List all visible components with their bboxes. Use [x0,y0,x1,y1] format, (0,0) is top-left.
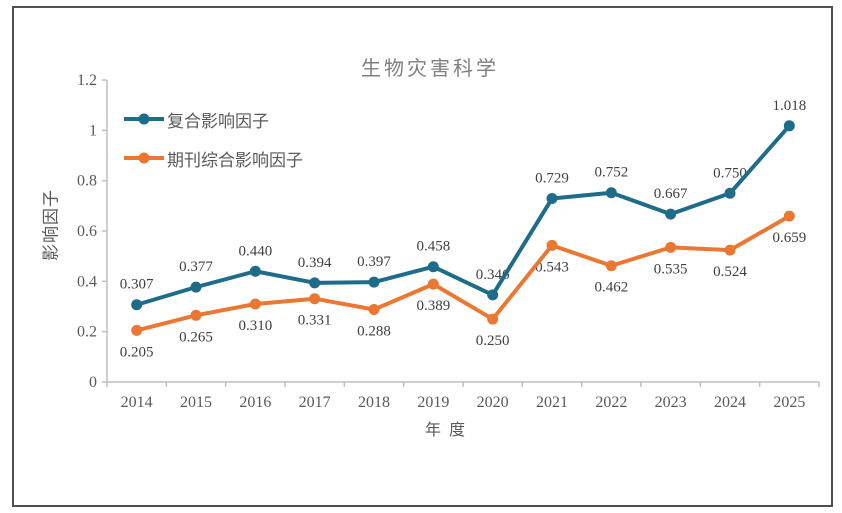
svg-text:2022: 2022 [595,394,627,411]
svg-text:2024: 2024 [714,394,746,411]
svg-text:0.667: 0.667 [654,186,688,202]
svg-text:0: 0 [89,374,97,391]
svg-text:0.397: 0.397 [357,254,391,270]
svg-text:0.8: 0.8 [77,173,97,190]
chart-border [12,6,833,507]
legend-item-composite-impact-factor: 复合影响因子 [124,107,303,131]
svg-text:0.265: 0.265 [179,329,213,345]
svg-text:2025: 2025 [773,394,805,411]
svg-text:0.307: 0.307 [120,277,154,293]
svg-text:0.331: 0.331 [298,313,332,329]
svg-text:2018: 2018 [358,394,390,411]
legend: 复合影响因子 期刊综合影响因子 [124,107,303,185]
legend-line-marker-icon [124,152,164,164]
svg-text:1: 1 [89,122,97,139]
legend-dot-icon [138,152,150,164]
svg-text:0.729: 0.729 [535,171,569,187]
svg-text:0.2: 0.2 [77,324,97,341]
svg-text:2015: 2015 [180,394,212,411]
svg-text:0.458: 0.458 [416,239,450,255]
svg-text:0.750: 0.750 [713,165,747,181]
svg-text:0.389: 0.389 [416,298,450,314]
svg-text:0.659: 0.659 [772,230,806,246]
x-axis-title: 年 度 [424,422,468,439]
chart-title: 生物灾害科学 [361,58,499,80]
svg-text:2023: 2023 [655,394,687,411]
svg-text:2016: 2016 [239,394,271,411]
svg-text:0.524: 0.524 [713,264,747,280]
legend-line-marker-icon [124,113,164,125]
svg-text:0.310: 0.310 [238,318,272,334]
svg-text:0.288: 0.288 [357,324,391,340]
svg-text:0.543: 0.543 [535,259,569,275]
svg-text:0.440: 0.440 [238,243,272,259]
svg-text:2017: 2017 [299,394,331,411]
svg-text:1.018: 1.018 [772,98,806,114]
svg-text:0.250: 0.250 [476,333,510,349]
svg-text:0.394: 0.394 [298,255,332,271]
svg-text:2021: 2021 [536,394,568,411]
legend-label: 复合影响因子 [167,111,269,131]
svg-text:0.6: 0.6 [77,223,97,240]
svg-text:2014: 2014 [121,394,153,411]
svg-text:0.752: 0.752 [594,165,628,181]
legend-dot-icon [138,113,150,125]
y-axis-title: 影响因子 [41,189,61,261]
svg-text:0.4: 0.4 [77,273,97,290]
svg-text:1.2: 1.2 [77,72,97,89]
svg-text:0.377: 0.377 [179,259,213,275]
svg-text:0.205: 0.205 [120,344,154,360]
legend-item-journal-impact-factor: 期刊综合影响因子 [124,146,303,170]
svg-text:0.462: 0.462 [594,280,628,296]
legend-label: 期刊综合影响因子 [167,150,303,170]
svg-text:0.535: 0.535 [654,261,688,277]
svg-text:2020: 2020 [477,394,509,411]
svg-text:2019: 2019 [417,394,449,411]
